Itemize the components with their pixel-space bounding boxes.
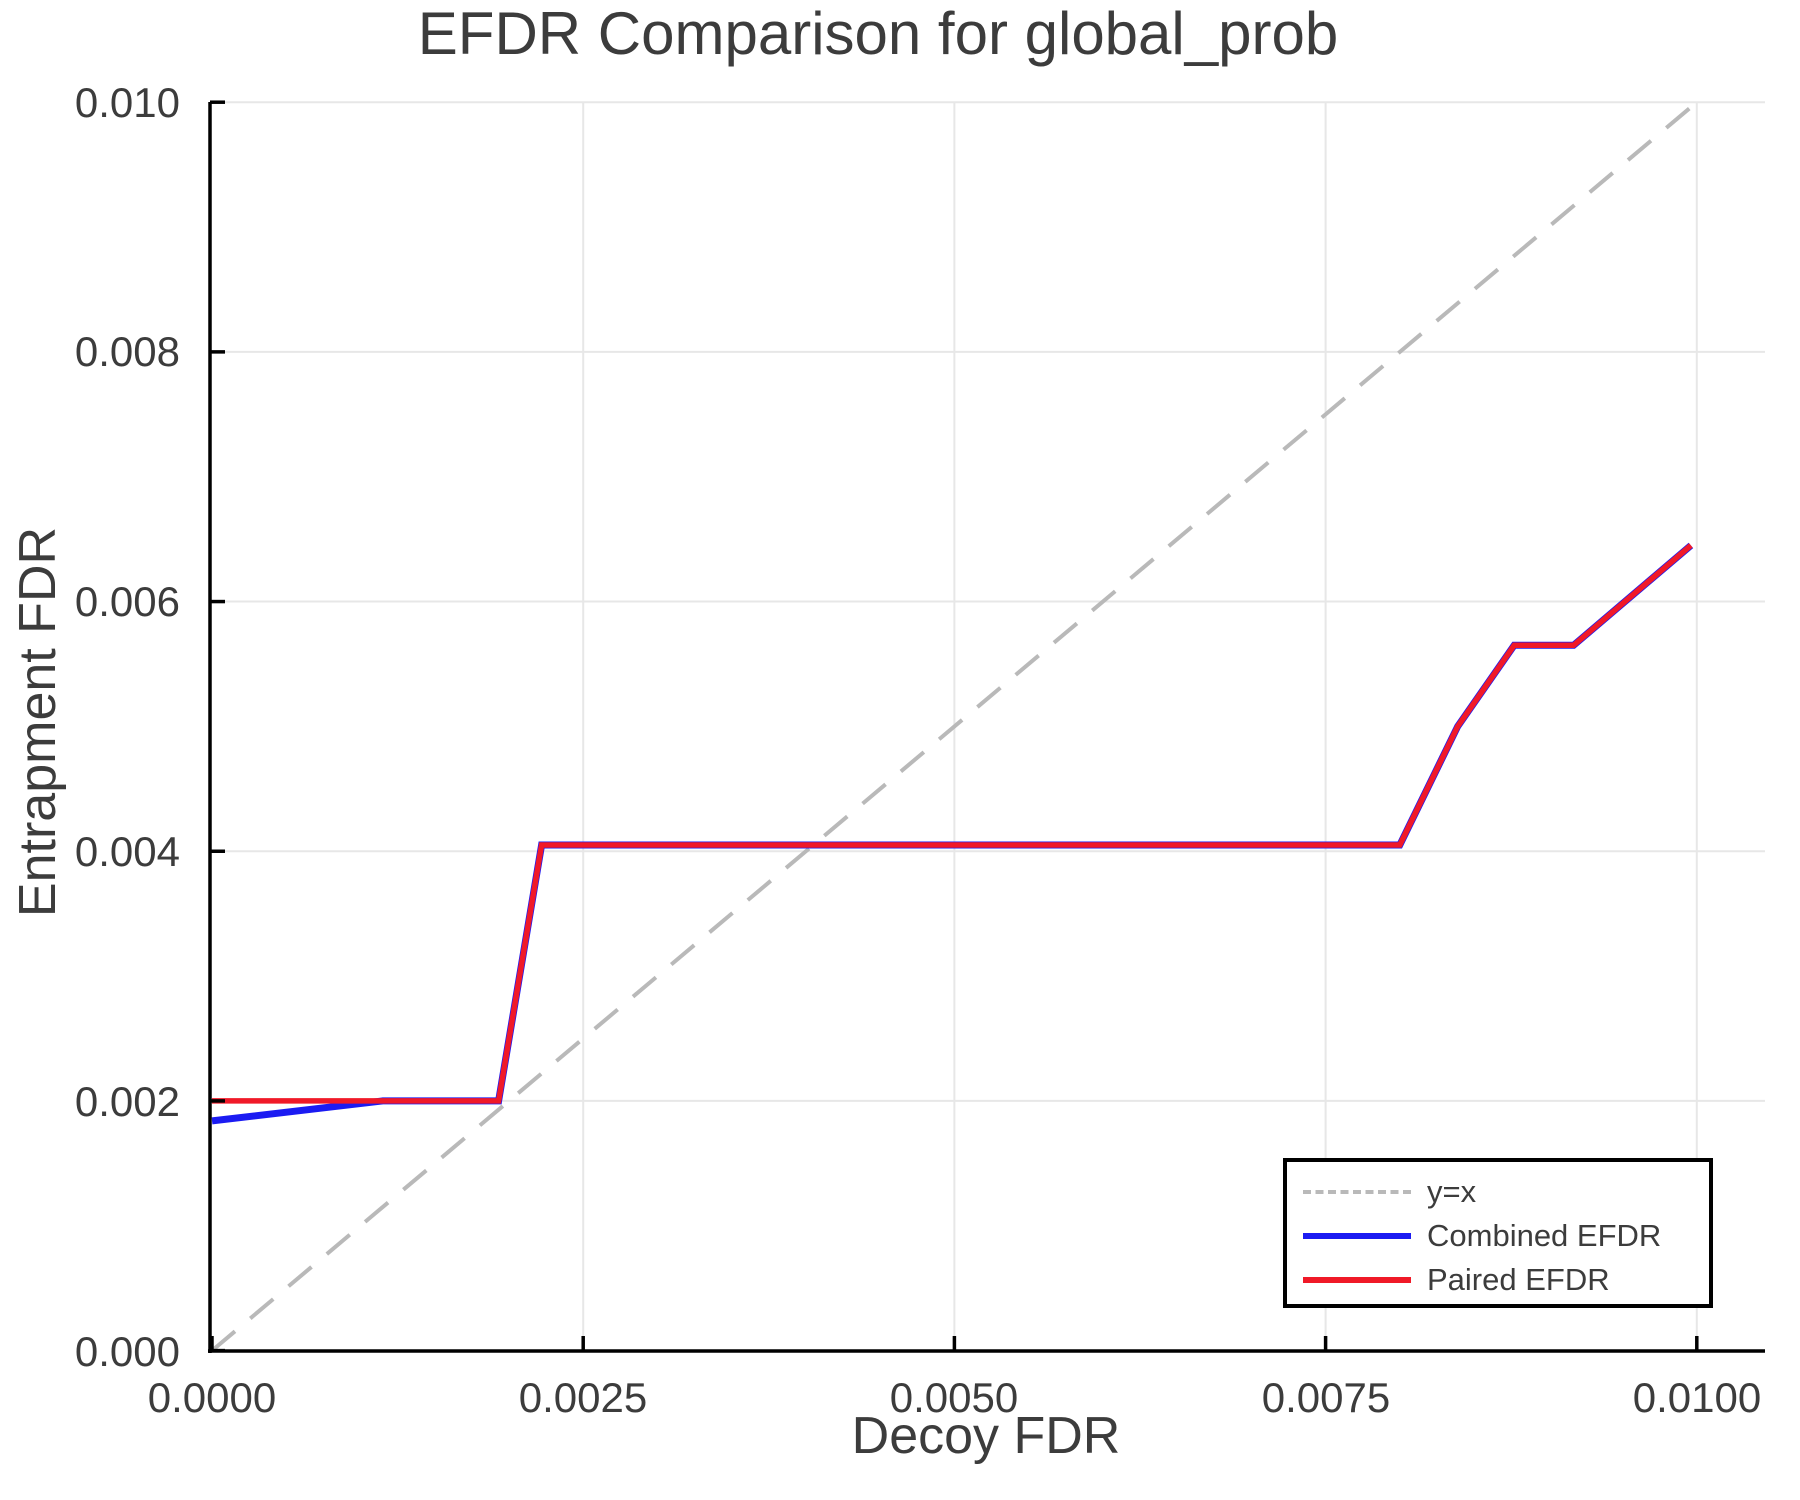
legend-label: Paired EFDR [1427,1262,1610,1297]
series-line-combined-efdr [211,542,1694,1125]
legend: y=x Combined EFDR Paired EFDR [1283,1158,1713,1308]
x-axis-label: Decoy FDR [851,1407,1121,1465]
y-tick-label: 0.002 [74,1078,180,1125]
legend-label: Combined EFDR [1427,1218,1662,1253]
blue-line-icon [1303,1233,1411,1239]
legend-item-combined: Combined EFDR [1287,1214,1709,1258]
series-line-y-x [210,105,1693,1353]
legend-item-yx: y=x [1287,1170,1709,1214]
y-tick-label: 0.010 [74,79,180,126]
legend-item-paired: Paired EFDR [1287,1258,1709,1302]
x-tick-label: 0.0100 [1632,1374,1762,1421]
dashed-line-icon [1303,1190,1411,1194]
y-tick-label: 0.006 [74,578,180,625]
y-tick-label: 0.004 [74,828,180,875]
y-tick-label: 0.008 [74,328,180,375]
chart-title: EFDR Comparison for global_prob [417,0,1339,67]
red-line-icon [1303,1277,1411,1283]
legend-label: y=x [1427,1174,1477,1209]
x-tick-label: 0.0025 [518,1374,648,1421]
x-tick-label: 0.0000 [147,1374,277,1421]
x-tick-label: 0.0075 [1261,1374,1391,1421]
y-tick-label: 0.000 [74,1328,180,1375]
series-line-paired-efdr [212,543,1693,1104]
x-tick-label: 0.0050 [889,1374,1019,1421]
